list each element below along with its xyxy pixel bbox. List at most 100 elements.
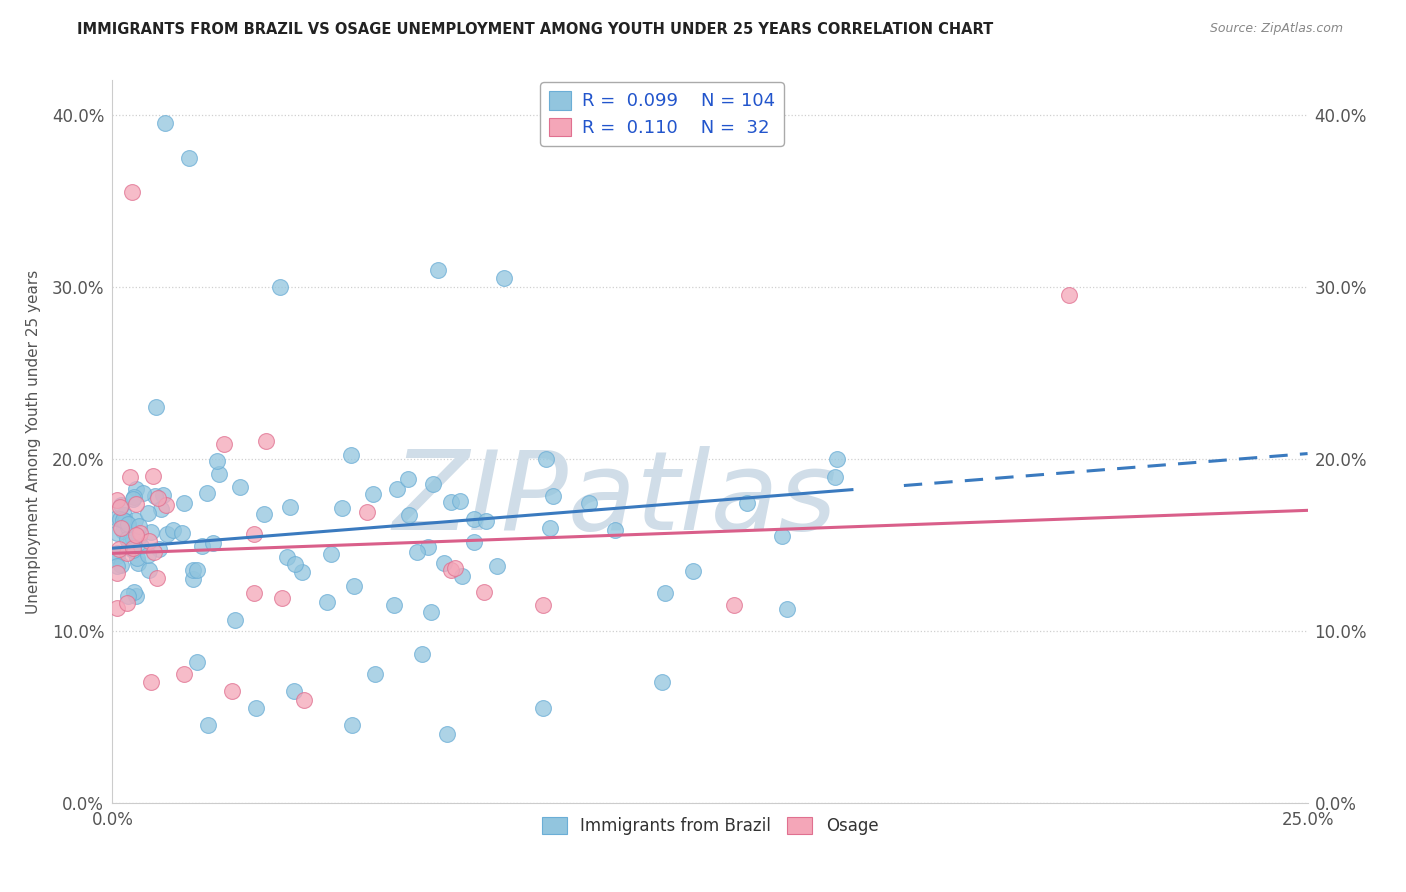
- Immigrants from Brazil: [436, 727, 458, 741]
- Immigrants from Brazil: [121, 532, 143, 546]
- Immigrants from Brazil: [181, 563, 204, 577]
- Immigrants from Brazil: [449, 494, 471, 508]
- Immigrants from Brazil: [129, 539, 152, 553]
- Immigrants from Brazil: [138, 506, 160, 520]
- Immigrants from Brazil: [112, 508, 135, 523]
- Osage: [472, 585, 495, 599]
- Osage: [221, 684, 243, 698]
- Immigrants from Brazil: [531, 701, 554, 715]
- Osage: [242, 586, 264, 600]
- Osage: [143, 545, 166, 559]
- Immigrants from Brazil: [541, 489, 564, 503]
- Immigrants from Brazil: [485, 558, 508, 573]
- Immigrants from Brazil: [117, 517, 139, 532]
- Immigrants from Brazil: [316, 595, 339, 609]
- Immigrants from Brazil: [111, 524, 134, 538]
- Y-axis label: Unemployment Among Youth under 25 years: Unemployment Among Youth under 25 years: [25, 269, 41, 614]
- Immigrants from Brazil: [177, 151, 200, 165]
- Immigrants from Brazil: [108, 512, 131, 526]
- Osage: [1057, 288, 1080, 302]
- Immigrants from Brazil: [186, 655, 208, 669]
- Immigrants from Brazil: [112, 513, 135, 527]
- Immigrants from Brazil: [110, 558, 132, 573]
- Immigrants from Brazil: [121, 492, 143, 507]
- Text: ZIPatlas: ZIPatlas: [392, 446, 837, 553]
- Immigrants from Brazil: [426, 262, 449, 277]
- Immigrants from Brazil: [540, 521, 562, 535]
- Immigrants from Brazil: [411, 647, 433, 661]
- Immigrants from Brazil: [197, 718, 219, 732]
- Immigrants from Brazil: [343, 579, 366, 593]
- Immigrants from Brazil: [319, 548, 342, 562]
- Immigrants from Brazil: [770, 529, 793, 543]
- Immigrants from Brazil: [398, 508, 420, 522]
- Immigrants from Brazil: [361, 487, 384, 501]
- Immigrants from Brazil: [124, 513, 146, 527]
- Immigrants from Brazil: [276, 550, 298, 565]
- Immigrants from Brazil: [114, 514, 136, 528]
- Immigrants from Brazil: [475, 515, 498, 529]
- Immigrants from Brazil: [422, 476, 444, 491]
- Immigrants from Brazil: [463, 534, 485, 549]
- Osage: [173, 666, 195, 681]
- Osage: [155, 498, 177, 512]
- Osage: [723, 598, 745, 612]
- Immigrants from Brazil: [682, 565, 704, 579]
- Immigrants from Brazil: [494, 271, 516, 285]
- Osage: [108, 500, 131, 514]
- Immigrants from Brazil: [382, 598, 405, 612]
- Immigrants from Brazil: [173, 495, 195, 509]
- Immigrants from Brazil: [340, 448, 363, 462]
- Osage: [129, 526, 152, 541]
- Immigrants from Brazil: [416, 541, 439, 555]
- Immigrants from Brazil: [136, 548, 159, 562]
- Immigrants from Brazil: [205, 454, 228, 468]
- Immigrants from Brazil: [654, 586, 676, 600]
- Immigrants from Brazil: [127, 551, 149, 566]
- Immigrants from Brazil: [253, 507, 276, 521]
- Immigrants from Brazil: [291, 565, 314, 579]
- Osage: [531, 598, 554, 612]
- Immigrants from Brazil: [150, 502, 173, 516]
- Immigrants from Brazil: [534, 451, 557, 466]
- Osage: [444, 561, 467, 575]
- Immigrants from Brazil: [186, 563, 208, 577]
- Osage: [105, 566, 128, 581]
- Immigrants from Brazil: [776, 601, 799, 615]
- Immigrants from Brazil: [181, 572, 204, 586]
- Immigrants from Brazil: [191, 540, 214, 554]
- Immigrants from Brazil: [145, 401, 167, 415]
- Immigrants from Brazil: [405, 545, 427, 559]
- Immigrants from Brazil: [122, 490, 145, 504]
- Osage: [115, 596, 138, 610]
- Immigrants from Brazil: [122, 543, 145, 558]
- Immigrants from Brazil: [156, 527, 179, 541]
- Text: IMMIGRANTS FROM BRAZIL VS OSAGE UNEMPLOYMENT AMONG YOUTH UNDER 25 YEARS CORRELAT: IMMIGRANTS FROM BRAZIL VS OSAGE UNEMPLOY…: [77, 22, 994, 37]
- Immigrants from Brazil: [825, 451, 848, 466]
- Immigrants from Brazil: [387, 482, 409, 496]
- Osage: [292, 692, 315, 706]
- Immigrants from Brazil: [138, 563, 160, 577]
- Osage: [270, 591, 292, 605]
- Osage: [110, 521, 132, 535]
- Immigrants from Brazil: [735, 496, 758, 510]
- Immigrants from Brazil: [364, 666, 387, 681]
- Immigrants from Brazil: [440, 495, 463, 509]
- Osage: [254, 434, 277, 448]
- Immigrants from Brazil: [396, 472, 419, 486]
- Immigrants from Brazil: [127, 556, 149, 570]
- Osage: [214, 437, 236, 451]
- Osage: [142, 468, 165, 483]
- Immigrants from Brazil: [122, 585, 145, 599]
- Osage: [243, 526, 266, 541]
- Osage: [146, 571, 169, 585]
- Immigrants from Brazil: [128, 530, 150, 544]
- Immigrants from Brazil: [115, 532, 138, 546]
- Immigrants from Brazil: [105, 511, 128, 525]
- Osage: [105, 600, 128, 615]
- Immigrants from Brazil: [128, 519, 150, 533]
- Osage: [125, 497, 148, 511]
- Immigrants from Brazil: [229, 480, 252, 494]
- Immigrants from Brazil: [245, 701, 267, 715]
- Osage: [108, 542, 131, 557]
